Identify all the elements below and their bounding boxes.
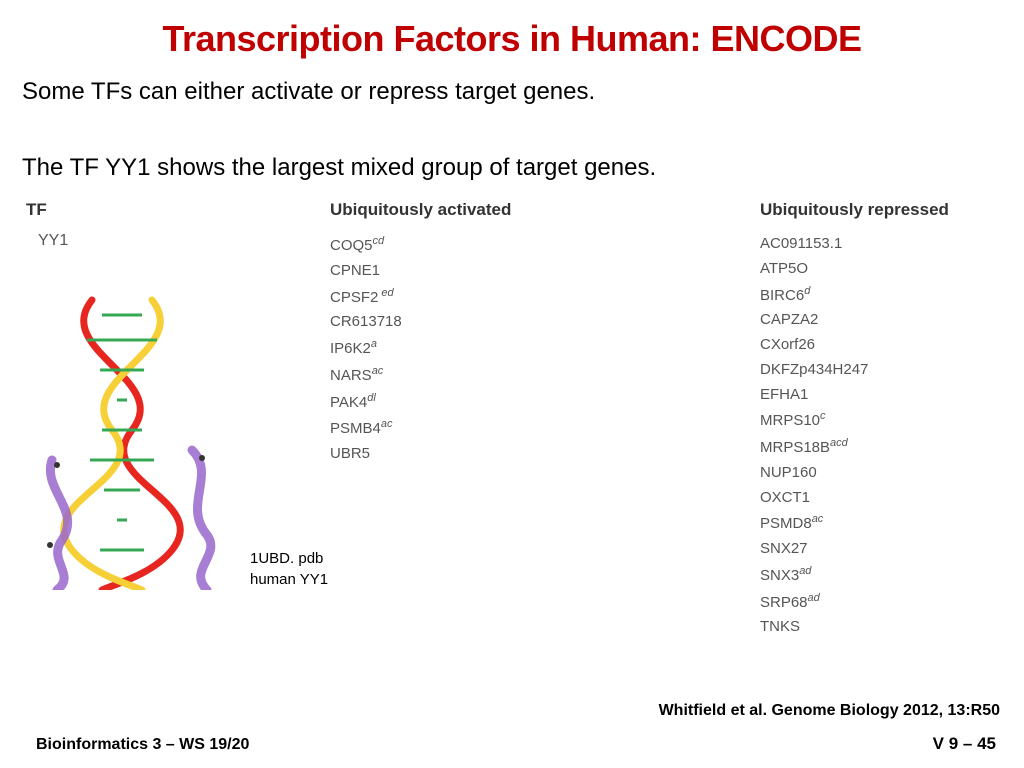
gene-item: EFHA1: [760, 383, 868, 408]
column-header-tf: TF: [26, 200, 47, 220]
gene-item: SNX27: [760, 537, 868, 562]
body-text-2: The TF YY1 shows the largest mixed group…: [0, 154, 1024, 182]
gene-item: CXorf26: [760, 333, 868, 358]
gene-item: PSMB4ac: [330, 415, 402, 442]
gene-item: MRPS18Bacd: [760, 434, 868, 461]
body-text-1: Some TFs can either activate or repress …: [0, 78, 1024, 106]
gene-item: TNKS: [760, 615, 868, 640]
gene-item: CR613718: [330, 310, 402, 335]
dna-protein-figure: [32, 290, 232, 590]
gene-item: PAK4dl: [330, 389, 402, 416]
gene-item: ATP5O: [760, 257, 868, 282]
figure-caption-line1: 1UBD. pdb: [250, 548, 328, 569]
citation: Whitfield et al. Genome Biology 2012, 13…: [659, 702, 1000, 720]
figure-caption-line2: human YY1: [250, 569, 328, 590]
gene-item: PSMD8ac: [760, 510, 868, 537]
gene-item: DKFZp434H247: [760, 358, 868, 383]
gene-item: COQ5cd: [330, 232, 402, 259]
footer-left: Bioinformatics 3 – WS 19/20: [36, 736, 249, 754]
tf-name: YY1: [38, 232, 68, 250]
activated-gene-list: COQ5cdCPNE1CPSF2 edCR613718IP6K2aNARSacP…: [330, 232, 402, 467]
footer-right: V 9 – 45: [933, 734, 996, 754]
gene-item: SRP68ad: [760, 589, 868, 616]
gene-item: SNX3ad: [760, 562, 868, 589]
column-header-repressed: Ubiquitously repressed: [760, 200, 949, 220]
figure-caption: 1UBD. pdb human YY1: [250, 548, 328, 590]
gene-item: BIRC6d: [760, 282, 868, 309]
content-area: TF Ubiquitously activated Ubiquitously r…: [20, 200, 1004, 708]
gene-item: AC091153.1: [760, 232, 868, 257]
repressed-gene-list: AC091153.1ATP5OBIRC6dCAPZA2CXorf26DKFZp4…: [760, 232, 868, 640]
gene-item: OXCT1: [760, 486, 868, 511]
gene-item: MRPS10c: [760, 407, 868, 434]
gene-item: NARSac: [330, 362, 402, 389]
slide-title: Transcription Factors in Human: ENCODE: [0, 0, 1024, 60]
gene-item: CPSF2 ed: [330, 284, 402, 311]
gene-item: NUP160: [760, 461, 868, 486]
gene-item: CPNE1: [330, 259, 402, 284]
column-header-activated: Ubiquitously activated: [330, 200, 511, 220]
gene-item: UBR5: [330, 442, 402, 467]
gene-item: CAPZA2: [760, 308, 868, 333]
gene-item: IP6K2a: [330, 335, 402, 362]
